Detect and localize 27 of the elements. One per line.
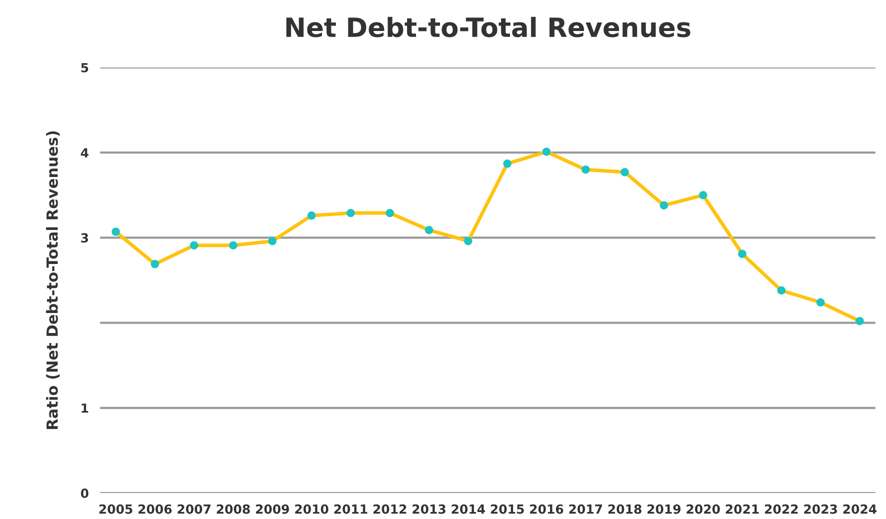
x-tick-label: 2020 [686,504,720,514]
x-tick-label: 2014 [452,504,485,514]
x-tick-label: 2011 [334,504,368,514]
y-axis-title: Ratio (Net Debt-to-Total Revenues) [46,131,60,430]
x-tick-label: 2010 [295,504,328,514]
y-tick-label: 4 [80,148,88,158]
x-tick-label: 2023 [804,504,837,514]
x-tick-label: 2005 [99,504,132,514]
x-tick-label: 2021 [726,504,759,514]
x-tick-label: 2012 [373,504,406,514]
x-tick-label: 2016 [530,504,564,514]
chart-title: Net Debt-to-Total Revenues [286,16,690,38]
x-tick-label: 2017 [569,504,602,514]
y-tick-label: 5 [81,63,88,72]
x-tick-label: 2019 [648,504,681,514]
y-tick-label: 1 [82,404,88,413]
x-tick-label: 2018 [608,504,642,514]
x-tick-label: 2009 [256,504,289,514]
x-tick-label: 2007 [178,504,210,514]
x-tick-label: 2006 [138,504,172,514]
x-tick-label: 2022 [764,504,798,514]
y-tick-label: 0 [80,488,88,498]
x-tick-label: 2015 [490,504,524,514]
x-tick-label: 2013 [412,504,446,514]
x-tick-label: 2024 [843,504,877,514]
y-tick-label: 3 [81,233,88,243]
x-tick-label: 2008 [216,504,250,514]
